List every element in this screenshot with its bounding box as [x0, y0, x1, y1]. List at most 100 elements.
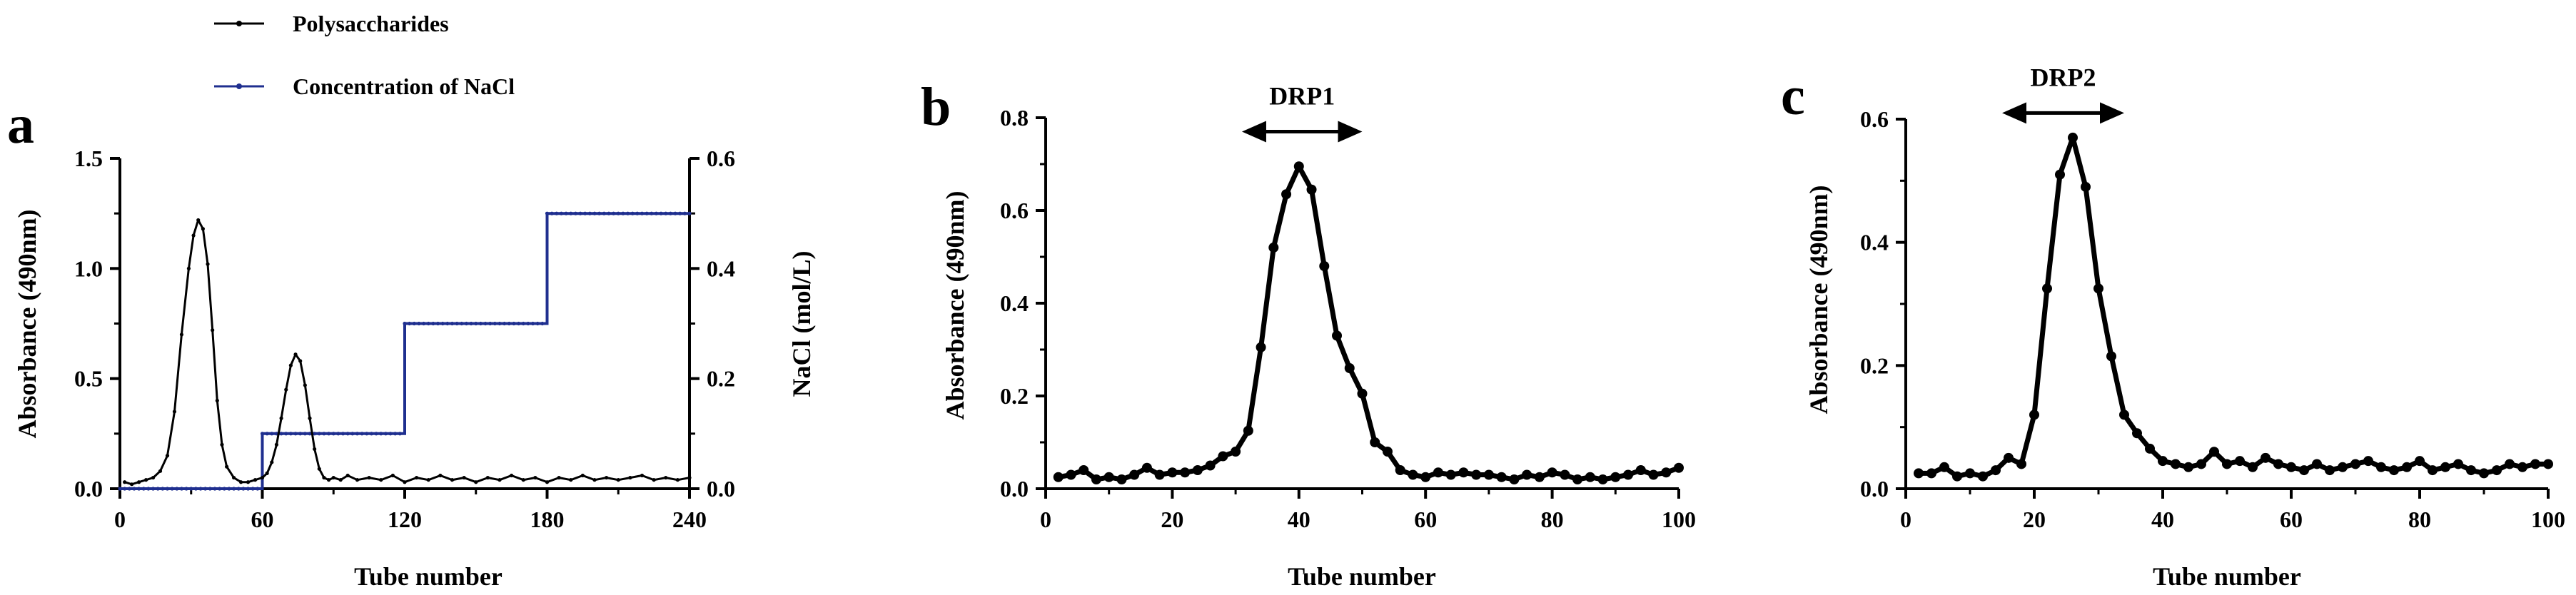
- polysaccharides-point: [322, 475, 326, 480]
- nacl-point: [345, 432, 350, 436]
- nacl-point: [331, 432, 335, 436]
- legend-label-nacl: Concentration of NaCl: [293, 73, 515, 99]
- chart-c-ytick-label: 0.2: [1860, 352, 1889, 378]
- absorbance-c-point: [2029, 410, 2039, 420]
- absorbance-c-point: [2299, 465, 2309, 476]
- chart-b-ylabel: Absorbance (490nm): [941, 191, 969, 420]
- chart-a-ytick-label: 1.5: [74, 146, 103, 171]
- absorbance-b-point: [1129, 469, 1140, 480]
- legend-label-polysaccharides: Polysaccharides: [293, 11, 449, 36]
- nacl-point: [123, 487, 127, 491]
- absorbance-b-point: [1319, 261, 1330, 271]
- absorbance-b-point: [1192, 465, 1203, 475]
- nacl-point: [640, 211, 645, 215]
- nacl-point: [602, 211, 606, 215]
- absorbance-b-point: [1547, 467, 1557, 478]
- absorbance-c-point: [1978, 471, 1988, 482]
- polysaccharides-point: [303, 383, 307, 387]
- absorbance-b-point: [1610, 472, 1621, 482]
- absorbance-c-point: [1926, 468, 1936, 479]
- absorbance-c-point: [2209, 447, 2219, 457]
- chart-a-xtick-label: 0: [114, 507, 126, 532]
- polysaccharides-point: [510, 473, 514, 478]
- nacl-point: [455, 321, 459, 326]
- absorbance-b-point: [1256, 342, 1266, 352]
- nacl-point: [450, 321, 455, 326]
- polysaccharides-point: [143, 478, 148, 482]
- nacl-point: [635, 211, 640, 215]
- absorbance-c-point: [2350, 459, 2360, 469]
- polysaccharides-point: [246, 480, 251, 484]
- nacl-point: [573, 211, 578, 215]
- polysaccharides-point: [605, 475, 609, 480]
- chart-b-xlabel: Tube number: [1288, 562, 1436, 591]
- polysaccharides-point: [338, 478, 343, 482]
- nacl-point: [682, 211, 687, 215]
- absorbance-c-point: [2389, 465, 2399, 476]
- nacl-point: [583, 211, 587, 215]
- nacl-point: [512, 321, 516, 326]
- absorbance-b-point: [1306, 184, 1317, 195]
- nacl-point: [270, 432, 274, 436]
- absorbance-b-point: [1205, 460, 1216, 471]
- absorbance-c-point: [1965, 468, 1975, 479]
- absorbance-b-point: [1154, 469, 1165, 480]
- absorbance-c-point: [2453, 459, 2463, 469]
- absorbance-c-point: [2530, 459, 2540, 469]
- polysaccharides-point: [438, 473, 443, 478]
- legend: Polysaccharides Concentration of NaCl: [214, 11, 515, 99]
- polysaccharides-point: [580, 473, 585, 478]
- absorbance-c-point: [2376, 462, 2386, 472]
- nacl-point: [398, 432, 402, 436]
- absorbance-c-point: [2505, 459, 2515, 469]
- nacl-point: [535, 321, 540, 326]
- nacl-point: [469, 321, 473, 326]
- chart-a-y2tick-label: 0.2: [707, 366, 735, 392]
- chart-a-y2tick-label: 0.0: [707, 476, 735, 502]
- absorbance-b-point: [1103, 472, 1114, 482]
- nacl-point: [218, 487, 222, 491]
- absorbance-c-point: [2042, 283, 2052, 294]
- nacl-point: [179, 487, 184, 491]
- polysaccharides-point: [158, 469, 163, 473]
- nacl-point: [360, 432, 364, 436]
- absorbance-c-point: [2248, 462, 2258, 472]
- absorbance-b-point: [1079, 465, 1089, 475]
- polysaccharides-point: [331, 475, 335, 480]
- chart-b-ytick-label: 0.2: [1000, 383, 1029, 409]
- chart-c: 0 20 40 60 80 100 0.0 0.2 0.4 0.6 DRP2 Tube numbe…: [1804, 63, 2565, 591]
- nacl-point: [659, 211, 663, 215]
- nacl-point: [625, 211, 630, 215]
- nacl-point: [507, 321, 511, 326]
- nacl-point: [540, 321, 545, 326]
- polysaccharides-point: [186, 266, 191, 270]
- chart-b-ytick-label: 0.0: [1000, 476, 1029, 502]
- annotation-arrow-head-left-c: [2002, 102, 2026, 124]
- nacl-point: [597, 211, 602, 215]
- absorbance-b-point: [1344, 363, 1355, 373]
- absorbance-c-point: [2183, 462, 2193, 472]
- nacl-point: [478, 321, 483, 326]
- chart-b-axes: 0 20 40 60 80 100 0.0 0.2 0.4 0.6 0.8: [1000, 105, 1696, 532]
- nacl-point: [175, 487, 179, 491]
- chart-c-xtick-label: 40: [2151, 507, 2174, 532]
- panel-label-b: b: [921, 77, 951, 137]
- chart-c-xtick-label: 100: [2531, 507, 2565, 532]
- absorbance-b-point: [1471, 469, 1482, 480]
- nacl-point: [161, 487, 165, 491]
- chart-c-xtick-label: 20: [2023, 507, 2046, 532]
- nacl-point: [336, 432, 340, 436]
- nacl-point: [435, 321, 440, 326]
- absorbance-c-point: [2428, 465, 2438, 476]
- nacl-point: [236, 487, 241, 491]
- nacl-point: [422, 321, 426, 326]
- polysaccharides-point: [206, 262, 210, 266]
- polysaccharides-point: [225, 464, 229, 469]
- absorbance-c-point: [2286, 462, 2296, 472]
- absorbance-c-point: [2466, 465, 2476, 476]
- chart-a-xtick-label: 60: [251, 507, 274, 532]
- polysaccharides-point: [220, 442, 224, 447]
- absorbance-c-point: [2363, 456, 2373, 467]
- absorbance-b-point: [1674, 462, 1684, 473]
